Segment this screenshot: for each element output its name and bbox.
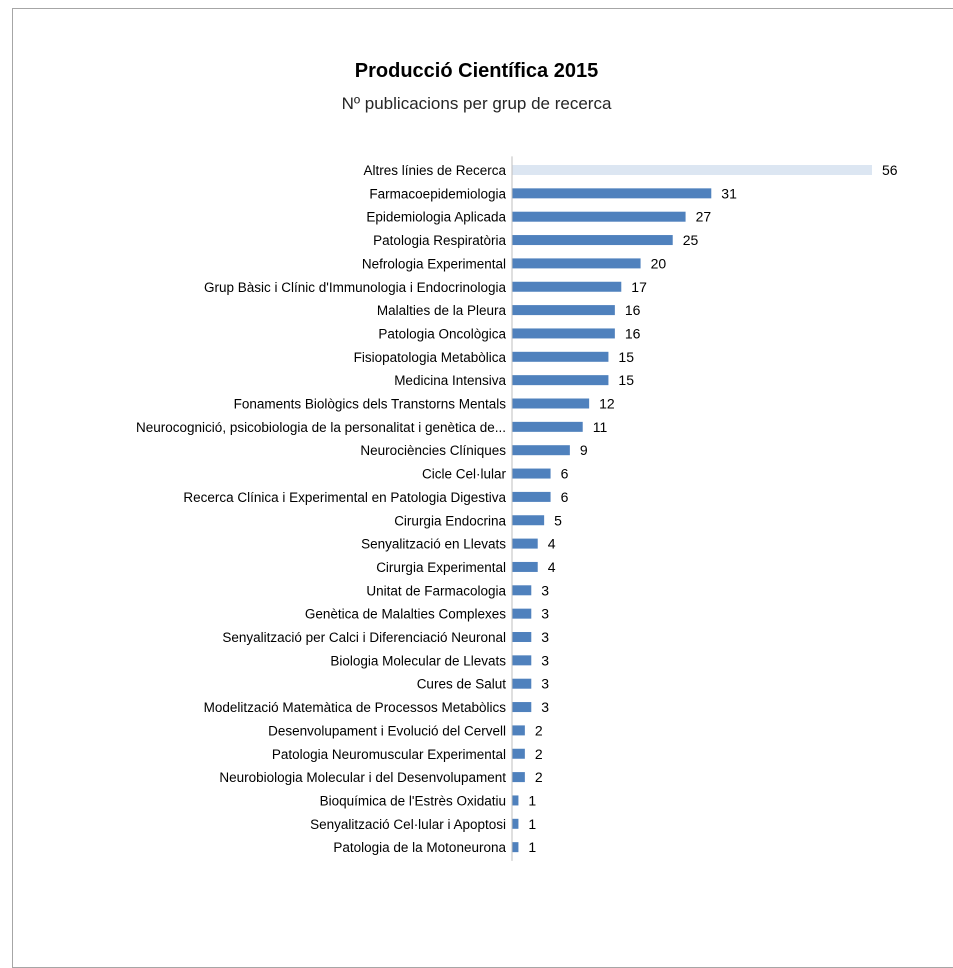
bar [512,772,525,783]
category-label: Cures de Salut [417,677,507,692]
value-label: 27 [696,209,712,225]
category-label: Recerca Clínica i Experimental en Patolo… [183,490,506,505]
bar [512,305,615,316]
category-label: Desenvolupament i Evolució del Cervell [268,723,506,738]
category-label: Senyalització en Llevats [361,537,506,552]
bar [512,795,519,806]
bar [512,491,551,502]
chart-subtitle: Nº publicacions per grup de recerca [341,94,612,113]
value-label: 3 [541,652,549,668]
bar [512,842,519,853]
category-label: Modelització Matemàtica de Processos Met… [204,700,507,715]
bar [512,585,532,596]
category-label: Cicle Cel·lular [422,467,507,482]
value-label: 3 [541,606,549,622]
bars [512,165,872,853]
category-label: Malalties de la Pleura [377,303,507,318]
chart-title: Producció Científica 2015 [354,60,599,82]
value-label: 1 [528,792,536,808]
bar [512,468,551,479]
bar [512,561,538,572]
bar [512,632,532,642]
value-label: 15 [618,372,634,388]
value-label: 2 [535,722,543,738]
value-label: 4 [548,559,556,575]
value-label: 6 [561,466,569,482]
category-label: Fisiopatologia Metabòlica [354,350,507,365]
bar [512,725,525,736]
bar [512,398,590,409]
bar [512,211,686,222]
value-label: 2 [535,746,543,762]
value-labels: 5631272520171616151512119665443333332221… [528,162,897,855]
value-label: 2 [535,769,543,785]
category-label: Unitat de Farmacologia [366,583,506,598]
value-label: 6 [561,489,569,505]
category-label: Bioquímica de l'Estrès Oxidatiu [320,793,506,808]
value-label: 12 [599,396,615,412]
category-label: Patologia Respiratòria [373,233,506,248]
category-label: Neurocognició, psicobiologia de la perso… [136,420,506,435]
bar [512,281,622,292]
value-label: 4 [548,536,556,552]
bar [512,538,538,549]
value-label: 3 [541,676,549,692]
bar [512,818,519,829]
category-label: Farmacoepidemiologia [369,186,506,201]
value-label: 31 [721,185,737,201]
bar [512,655,532,666]
category-label: Cirurgia Experimental [376,560,506,575]
category-label: Medicina Intensiva [394,373,506,388]
value-label: 20 [651,255,667,271]
value-label: 16 [625,302,641,318]
category-label: Epidemiologia Aplicada [366,210,506,225]
bar [512,351,609,362]
value-label: 1 [528,839,536,855]
bar [512,375,609,386]
value-label: 25 [683,232,699,248]
value-label: 17 [631,279,647,295]
bar [512,678,532,689]
value-label: 1 [528,816,536,832]
category-label: Cirurgia Endocrina [394,513,506,528]
category-label: Genètica de Malalties Complexes [305,607,506,622]
category-label: Grup Bàsic i Clínic d'Immunologia i Endo… [204,280,506,295]
category-label: Senyalització per Calci i Diferenciació … [222,630,506,645]
bar [512,188,712,199]
bar [512,328,615,339]
bar [512,515,545,526]
bar [512,748,525,759]
value-label: 15 [618,349,634,365]
category-label: Patologia de la Motoneurona [333,840,506,855]
value-label: 5 [554,512,562,528]
bar [512,258,641,269]
value-label: 56 [882,162,898,178]
bar [512,608,532,619]
bar-chart: Altres línies de Recerca Farmacoepidemiol… [136,156,898,861]
category-label: Patologia Neuromuscular Experimental [272,747,506,762]
value-label: 3 [541,699,549,715]
category-label: Altres línies de Recerca [363,163,506,178]
value-label: 16 [625,325,641,341]
bar [512,235,673,246]
category-label: Neurobiologia Molecular i del Desenvolup… [219,770,506,785]
category-label: Nefrologia Experimental [362,256,506,271]
value-label: 11 [593,419,608,435]
value-label: 9 [580,442,588,458]
value-label: 3 [541,629,549,645]
bar [512,421,583,432]
category-label: Neurociències Clíniques [360,443,506,458]
bar [512,165,872,175]
category-label: Biologia Molecular de Llevats [330,653,506,668]
category-label: Patologia Oncològica [378,326,506,341]
category-label: Fonaments Biològics dels Transtorns Ment… [234,397,507,412]
value-label: 3 [541,582,549,598]
category-labels: Altres línies de Recerca Farmacoepidemiol… [136,163,506,855]
category-label: Senyalització Cel·lular i Apoptosi [310,817,506,832]
bar [512,445,570,456]
bar [512,702,532,713]
